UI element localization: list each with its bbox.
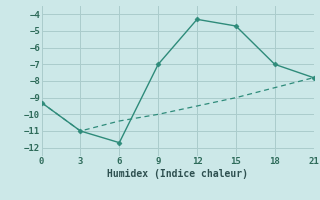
X-axis label: Humidex (Indice chaleur): Humidex (Indice chaleur) <box>107 169 248 179</box>
